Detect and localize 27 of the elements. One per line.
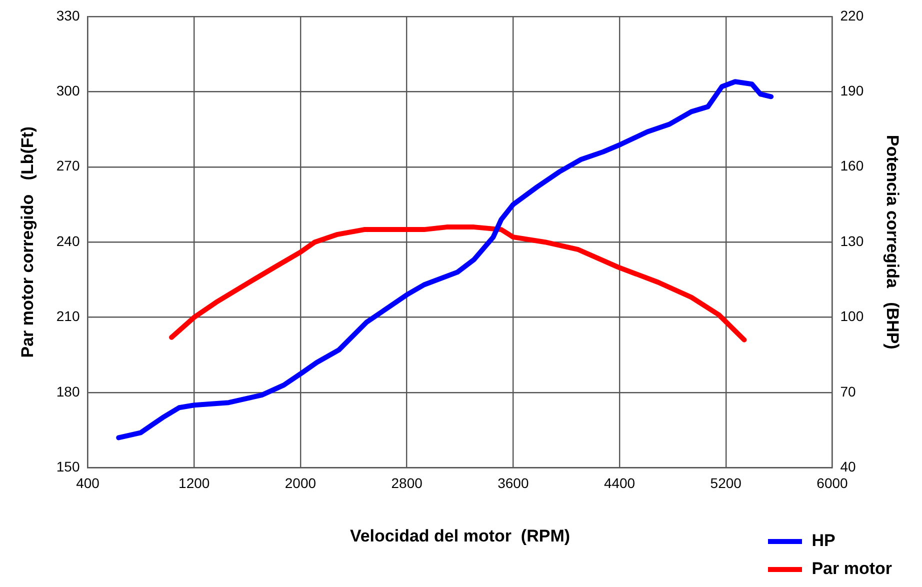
- y2-tick-label: 40: [840, 458, 856, 475]
- y2-tick-label: 130: [840, 232, 864, 249]
- x-tick-label: 3600: [498, 475, 529, 492]
- x-tick-label: 6000: [816, 475, 848, 492]
- y-tick-label: 300: [56, 82, 80, 98]
- y-tick-label: 270: [56, 158, 80, 174]
- y-tick-label: 150: [56, 458, 80, 475]
- y-axis-title: Par motor corregido (Lb(Ft): [18, 126, 37, 358]
- x-tick-label: 1200: [178, 475, 210, 492]
- x-axis-title: Velocidad del motor (RPM): [350, 526, 570, 546]
- x-tick-label: 5200: [710, 475, 742, 492]
- y2-tick-label: 190: [840, 82, 864, 98]
- x-tick-label: 400: [76, 475, 100, 492]
- y-tick-label: 240: [56, 232, 80, 249]
- x-tick-label: 2800: [391, 475, 423, 492]
- y2-tick-label: 220: [840, 7, 864, 24]
- x-tick-label: 2000: [284, 475, 316, 492]
- legend-label: Par motor: [812, 559, 892, 579]
- y2-tick-label: 70: [840, 383, 856, 400]
- legend-label: HP: [812, 531, 836, 551]
- y-tick-label: 180: [56, 383, 80, 400]
- y-tick-label: 210: [56, 308, 80, 324]
- x-tick-label: 4400: [604, 475, 636, 492]
- y2-tick-label: 160: [840, 158, 864, 174]
- y2-tick-label: 100: [840, 308, 864, 324]
- y-tick-label: 330: [56, 7, 80, 24]
- y2-axis-title: Potencia corregida (BHP): [883, 134, 902, 350]
